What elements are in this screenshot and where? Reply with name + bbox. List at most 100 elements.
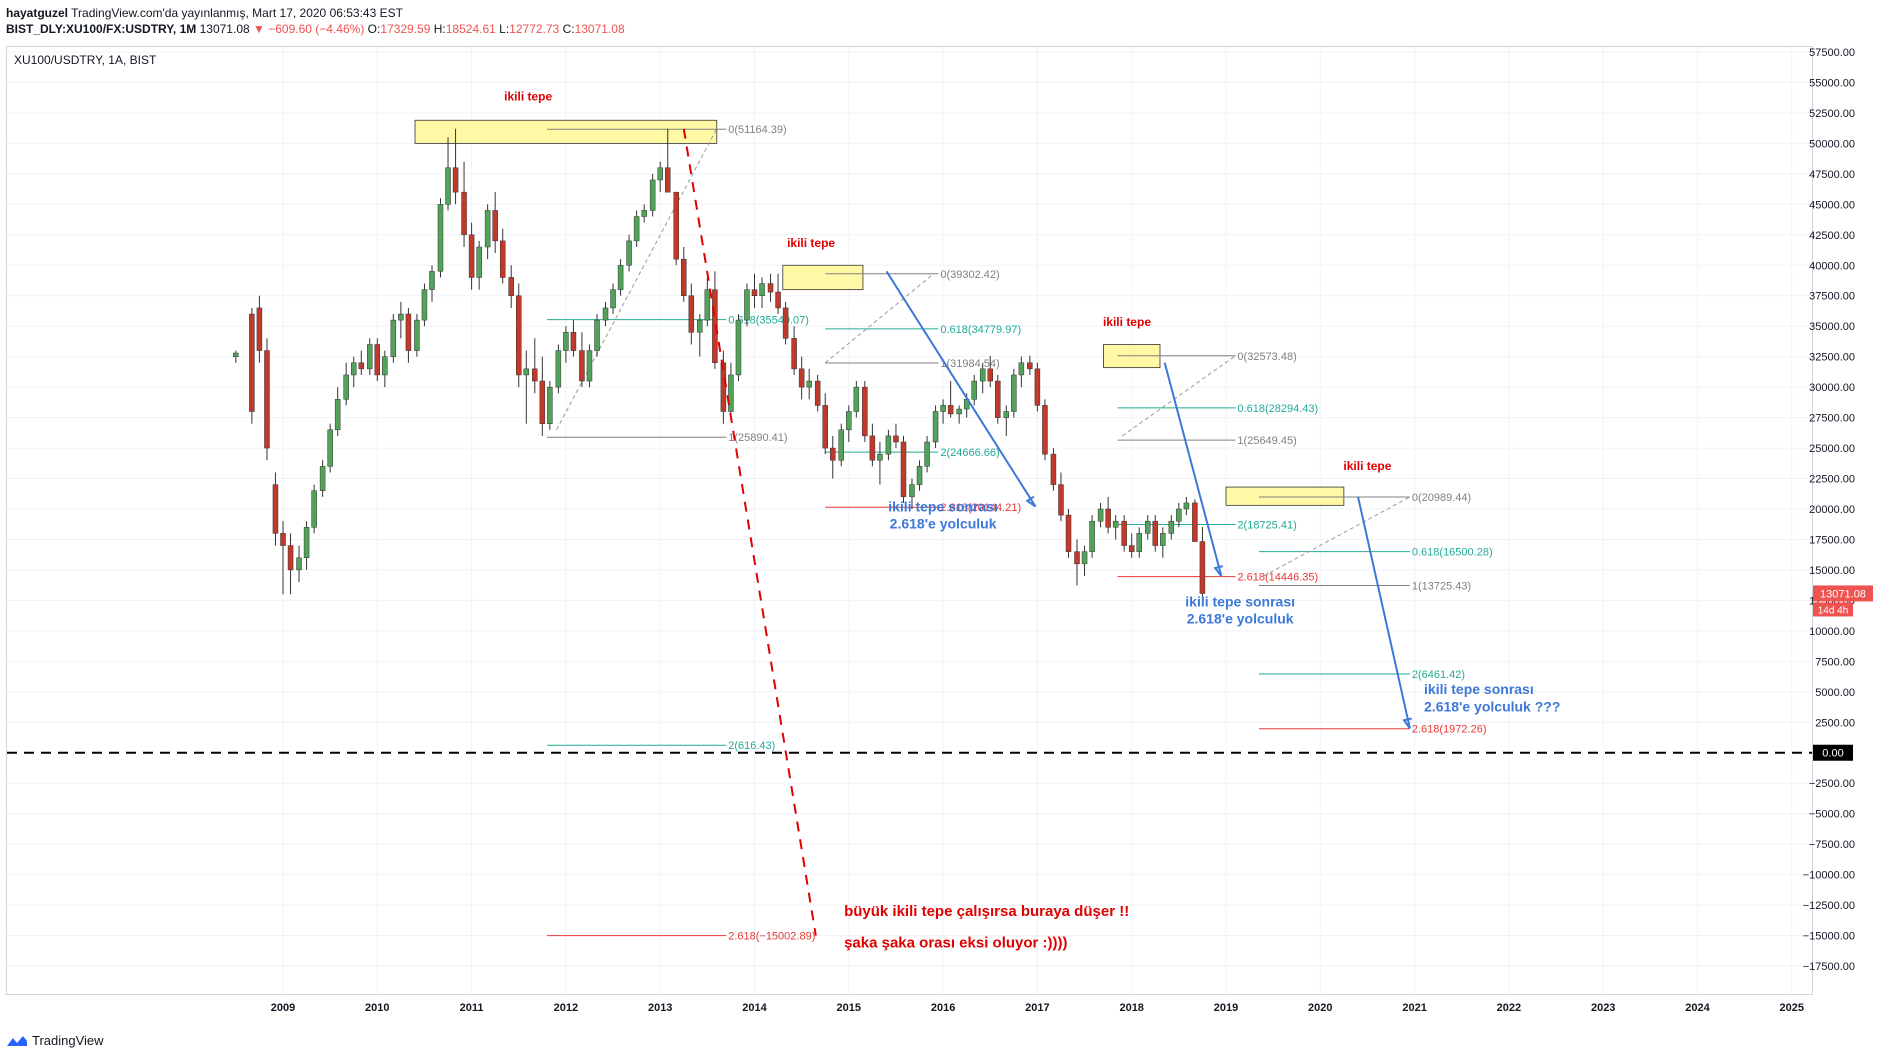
candle-body xyxy=(877,453,883,461)
candle-body xyxy=(735,319,742,376)
publish-info: hayatguzel TradingView.com'da yayınlanmı… xyxy=(6,6,403,20)
price-axis-border xyxy=(1812,46,1813,995)
candle-body xyxy=(429,271,435,290)
candle-body xyxy=(405,313,412,351)
candle-body xyxy=(1112,520,1119,528)
annotation-text: ikili tepe sonrası xyxy=(1424,681,1534,697)
candle-body xyxy=(311,490,317,528)
publisher-name: hayatguzel xyxy=(6,6,69,20)
blue-arrow xyxy=(1357,496,1411,729)
annotation-text: şaka şaka orası eksi oluyor :)))) xyxy=(844,935,1067,952)
candle-body xyxy=(1128,545,1135,552)
y-tick-label: 17500.00 xyxy=(1809,534,1855,546)
y-tick-label: −15000.00 xyxy=(1803,931,1855,943)
blue-arrow xyxy=(1163,362,1223,577)
blue-arrow-head xyxy=(1025,495,1037,508)
candle-body xyxy=(264,350,270,449)
x-tick-label: 2016 xyxy=(931,1002,955,1014)
candle-body xyxy=(1065,514,1072,552)
candle-body xyxy=(1160,533,1166,546)
candle-body xyxy=(1183,502,1190,510)
double-top-label: ikili tepe xyxy=(504,90,552,104)
candle-body xyxy=(461,191,467,236)
timer-badge: 14d 4h xyxy=(1818,605,1849,616)
y-tick-label: 40000.00 xyxy=(1809,260,1855,272)
brand-text: TradingView xyxy=(32,1033,104,1048)
candle-body xyxy=(1027,362,1033,370)
candle-body xyxy=(1199,541,1206,594)
candle-body xyxy=(1034,368,1041,406)
y-tick-label: 25000.00 xyxy=(1809,443,1855,455)
y-tick-label: 55000.00 xyxy=(1809,77,1855,89)
fib-level-label: 0.618(16500.28) xyxy=(1412,547,1493,559)
candle-body xyxy=(1042,405,1048,455)
low-value: 12772.73 xyxy=(509,22,560,36)
trend-dashed-line xyxy=(1121,355,1236,437)
annotation-text: 2.618'e yolculuk xyxy=(890,515,997,531)
candle-body xyxy=(940,405,946,412)
candle-body xyxy=(759,283,765,296)
candle-body xyxy=(641,210,647,217)
candle-body xyxy=(987,368,993,382)
candle-body xyxy=(319,466,326,491)
fib-level-label: 2.618(1972.26) xyxy=(1412,724,1487,736)
candle-body xyxy=(782,307,789,339)
zero-badge: 0.00 xyxy=(1822,748,1843,760)
candle-body xyxy=(853,386,860,412)
trend-dashed-line xyxy=(824,273,934,364)
tradingview-logo-icon xyxy=(7,1035,27,1046)
open-value: 17329.59 xyxy=(380,22,431,36)
candle-body xyxy=(995,380,1001,418)
y-tick-label: −12500.00 xyxy=(1803,900,1855,912)
candle-body xyxy=(303,527,310,558)
candle-body xyxy=(767,283,774,293)
candle-body xyxy=(822,405,828,449)
zero-badge-bg xyxy=(1813,744,1853,761)
candle-body xyxy=(256,307,263,351)
y-tick-label: 5000.00 xyxy=(1815,687,1855,699)
candle-body xyxy=(744,289,750,321)
candle-body xyxy=(1003,411,1010,418)
tradingview-logo[interactable]: TradingView xyxy=(6,1033,104,1048)
y-tick-label: 30000.00 xyxy=(1809,382,1855,394)
candle-body xyxy=(956,408,962,415)
y-tick-label: 42500.00 xyxy=(1809,230,1855,242)
y-tick-label: 15000.00 xyxy=(1809,565,1855,577)
y-tick-label: −7500.00 xyxy=(1809,839,1855,851)
x-tick-label: 2012 xyxy=(554,1002,578,1014)
candle-body xyxy=(398,313,404,321)
candle-body xyxy=(775,291,781,309)
close-value: 13071.08 xyxy=(574,22,625,36)
x-tick-label: 2018 xyxy=(1119,1002,1143,1014)
candle-body xyxy=(704,289,711,321)
candle-body xyxy=(484,210,491,248)
candle-body xyxy=(798,368,805,388)
candle-body xyxy=(390,319,397,357)
candle-body xyxy=(287,545,294,571)
fib-level-label: 2.618(20144.21) xyxy=(940,502,1021,514)
fib-level-label: 1(25890.41) xyxy=(728,432,787,444)
x-tick-label: 2024 xyxy=(1685,1002,1710,1014)
candle-body xyxy=(664,167,671,193)
candle-body xyxy=(452,167,459,193)
candle-body xyxy=(846,411,852,431)
candle-body xyxy=(947,405,954,415)
candle-body xyxy=(909,484,915,498)
candle-body xyxy=(492,210,498,242)
y-tick-label: 2500.00 xyxy=(1815,717,1855,729)
x-tick-label: 2013 xyxy=(648,1002,672,1014)
candle-body xyxy=(508,277,514,296)
candle-body xyxy=(971,380,977,400)
double-top-zone xyxy=(414,119,718,144)
blue-arrow-head xyxy=(1402,717,1412,729)
blue-arrow xyxy=(885,270,1037,508)
x-tick-label: 2009 xyxy=(271,1002,295,1014)
candle-body xyxy=(1105,508,1111,528)
x-tick-label: 2023 xyxy=(1591,1002,1615,1014)
last-price: 13071.08 xyxy=(199,22,250,36)
candle-body xyxy=(280,533,286,546)
fib-level-label: 2(18725.41) xyxy=(1237,520,1296,532)
candle-body xyxy=(586,350,593,382)
candle-body xyxy=(1018,362,1025,376)
